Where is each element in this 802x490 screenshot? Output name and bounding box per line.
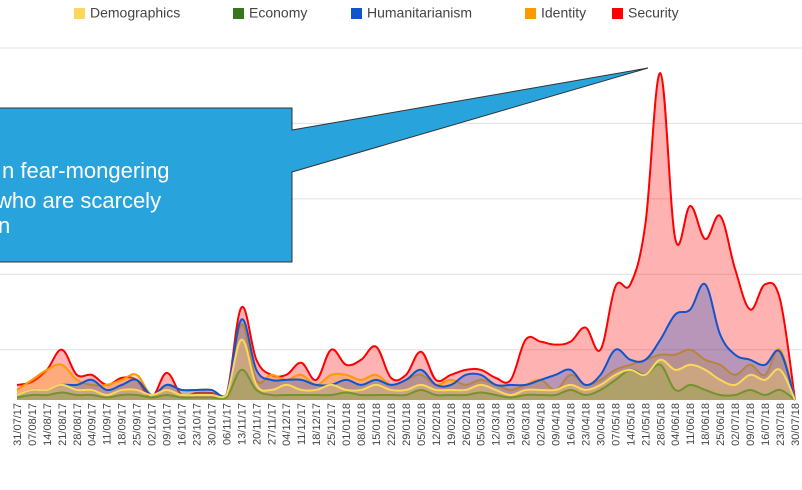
legend-label: Demographics <box>90 5 180 21</box>
x-tick-label: 15/01/18 <box>371 403 383 446</box>
x-tick-label: 26/02/18 <box>461 403 473 446</box>
legend-label: Humanitarianism <box>367 5 472 21</box>
x-tick-label: 25/12/17 <box>326 403 338 446</box>
line <box>16 338 796 401</box>
x-tick-label: 21/08/17 <box>57 403 69 446</box>
x-tick-label: 23/10/17 <box>191 403 203 446</box>
x-tick-label: 23/04/18 <box>580 403 592 446</box>
x-tick-label: 30/07/18 <box>790 403 802 446</box>
x-tick-label: 05/03/18 <box>476 403 488 446</box>
legend-swatch <box>612 8 623 19</box>
x-tick-label: 02/10/17 <box>147 403 159 446</box>
x-axis: 31/07/17 07/08/17 14/08/17 21/08/17 28/08/17… <box>12 403 802 446</box>
callout-text: who are scarcely <box>0 188 161 213</box>
callout-box <box>0 67 649 263</box>
x-tick-label: 27/11/17 <box>266 403 278 445</box>
x-tick-label: 08/01/18 <box>356 403 368 446</box>
plot <box>16 72 796 401</box>
x-tick-label: 04/09/17 <box>87 403 99 446</box>
x-tick-label: 21/05/18 <box>640 403 652 446</box>
legend-swatch <box>525 8 536 19</box>
legend-label: Economy <box>249 5 307 21</box>
x-tick-label: 05/02/18 <box>416 403 428 446</box>
x-tick-label: 09/04/18 <box>551 403 563 446</box>
x-tick-label: 14/08/17 <box>42 403 54 446</box>
callout-text: n fear-mongering <box>2 158 170 183</box>
x-tick-label: 09/10/17 <box>162 403 174 446</box>
x-tick-label: 30/04/18 <box>595 403 607 446</box>
x-tick-label: 06/11/17 <box>221 403 233 445</box>
x-tick-label: 19/02/18 <box>446 403 458 446</box>
x-tick-label: 07/05/18 <box>610 403 622 446</box>
line <box>16 363 796 401</box>
x-tick-label: 30/10/17 <box>206 403 218 446</box>
x-tick-label: 25/09/17 <box>132 403 144 446</box>
x-tick-label: 28/05/18 <box>655 403 667 446</box>
x-tick-label: 09/07/18 <box>745 403 757 446</box>
x-tick-label: 02/04/18 <box>536 403 548 446</box>
area <box>17 364 795 400</box>
x-tick-label: 11/06/18 <box>685 403 697 445</box>
legend-swatch <box>74 8 85 19</box>
x-tick-label: 18/09/17 <box>117 403 129 446</box>
x-tick-label: 16/04/18 <box>565 403 577 446</box>
x-tick-label: 31/07/17 <box>12 403 24 446</box>
x-tick-label: 07/08/17 <box>27 403 39 446</box>
callout-text: n <box>0 213 10 238</box>
x-tick-label: 04/12/17 <box>281 403 293 446</box>
x-tick-label: 14/05/18 <box>625 403 637 446</box>
area <box>17 283 795 400</box>
legend-swatch <box>233 8 244 19</box>
x-tick-label: 11/12/17 <box>296 403 308 445</box>
x-tick-label: 16/07/18 <box>760 403 772 446</box>
x-tick-label: 18/12/17 <box>311 403 323 446</box>
x-tick-label: 28/08/17 <box>72 403 84 446</box>
x-tick-label: 18/06/18 <box>700 403 712 446</box>
x-tick-label: 12/02/18 <box>431 403 443 446</box>
area <box>17 73 795 400</box>
x-tick-label: 16/10/17 <box>176 403 188 446</box>
legend-label: Identity <box>541 5 586 21</box>
x-tick-label: 22/01/18 <box>386 403 398 446</box>
area <box>17 339 795 400</box>
x-tick-label: 20/11/17 <box>251 403 263 445</box>
x-tick-label: 12/03/18 <box>491 403 503 446</box>
x-tick-label: 25/06/18 <box>715 403 727 446</box>
legend-label: Security <box>628 5 679 21</box>
x-tick-label: 26/03/18 <box>521 403 533 446</box>
line <box>16 282 796 401</box>
x-tick-label: 29/01/18 <box>401 403 413 446</box>
x-tick-label: 04/06/18 <box>670 403 682 446</box>
x-tick-label: 19/03/18 <box>506 403 518 446</box>
legend: Demographics Economy Humanitarianism Identi… <box>74 5 679 21</box>
legend-swatch <box>351 8 362 19</box>
x-tick-label: 01/01/18 <box>341 403 353 446</box>
x-tick-label: 11/09/17 <box>102 403 114 445</box>
area <box>17 324 795 400</box>
x-tick-label: 02/07/18 <box>730 403 742 446</box>
x-tick-label: 23/07/18 <box>775 403 787 446</box>
x-tick-label: 13/11/17 <box>236 403 248 445</box>
